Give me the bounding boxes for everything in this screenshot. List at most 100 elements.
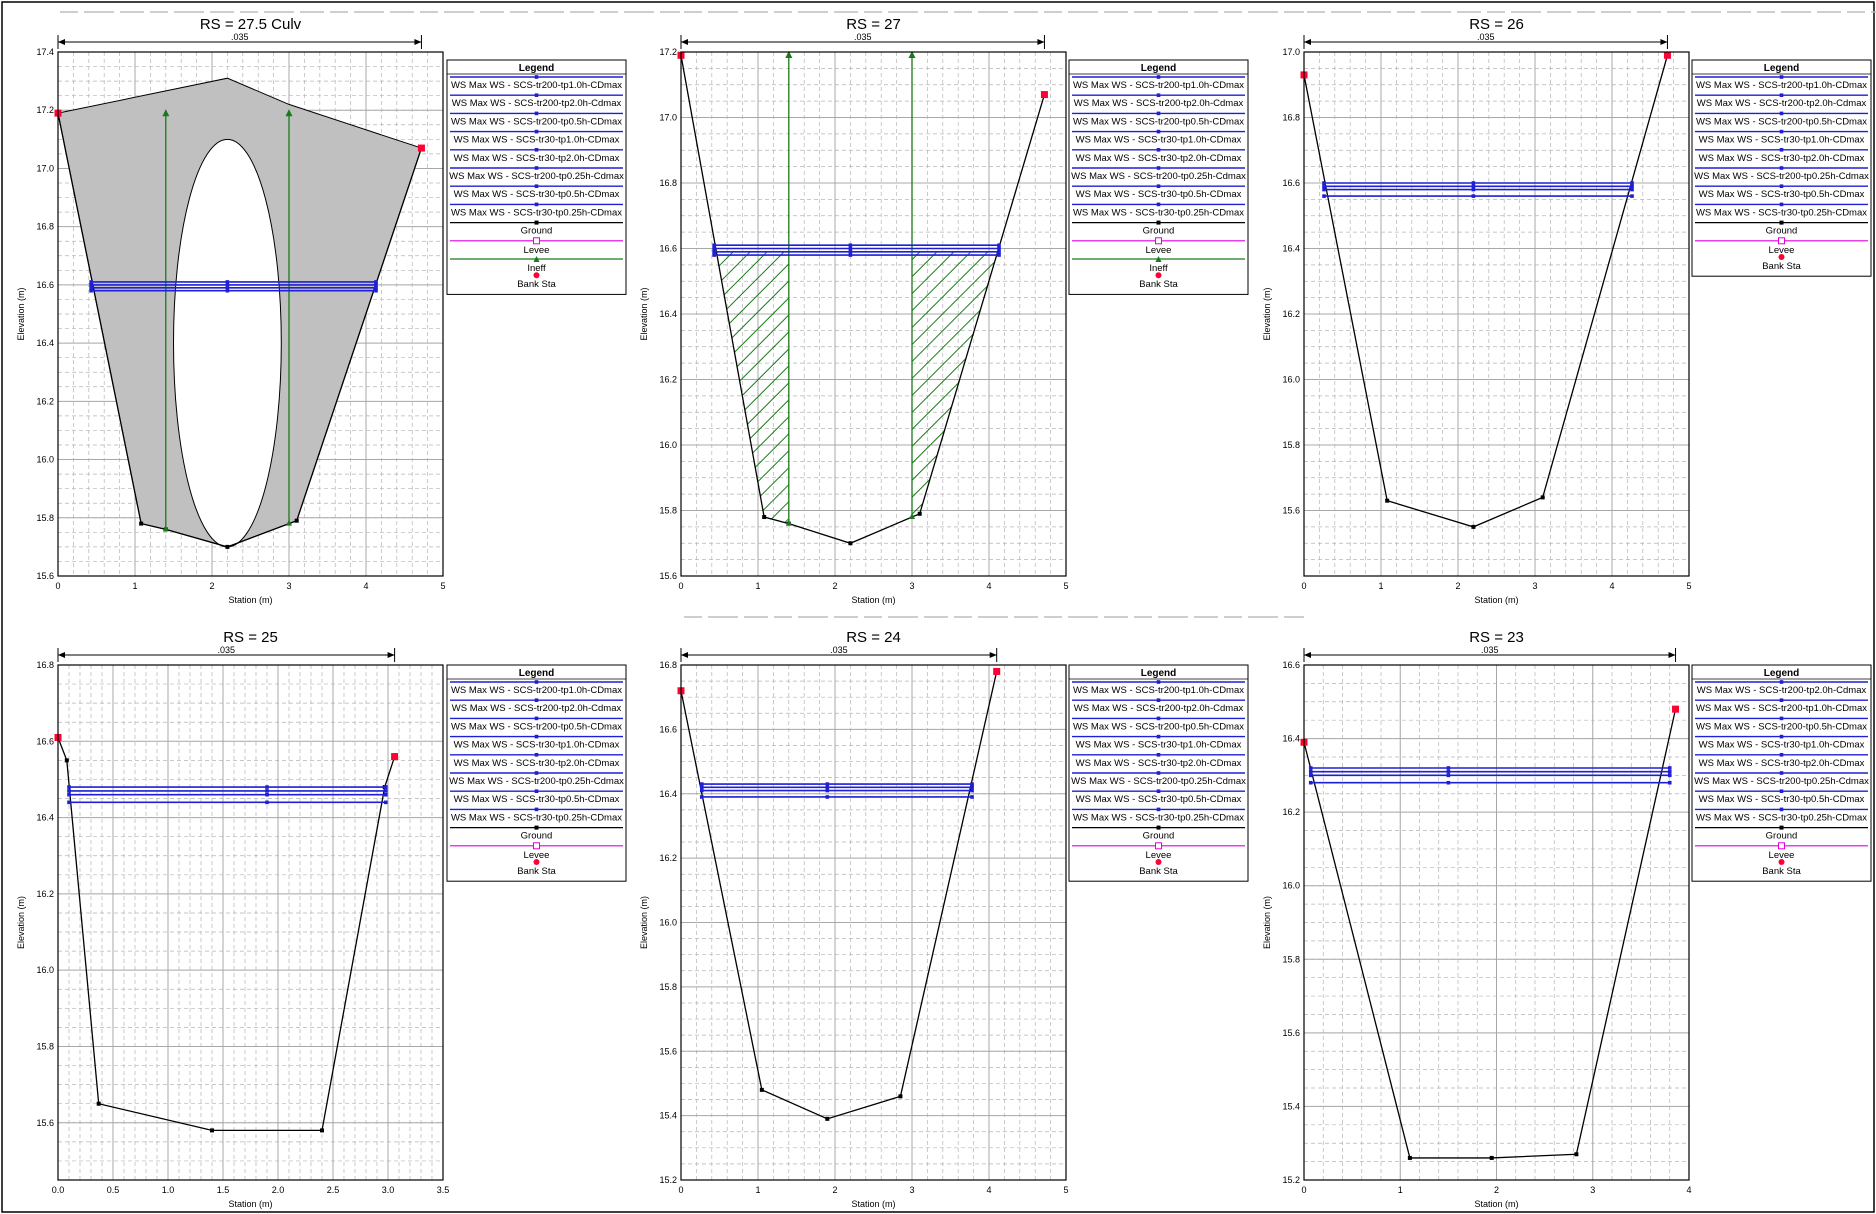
y-tick-label: 16.8 bbox=[36, 660, 54, 670]
water-surface-marker bbox=[848, 246, 853, 251]
legend-ws-marker bbox=[534, 111, 539, 116]
legend-ws-marker bbox=[1779, 148, 1784, 152]
bank-station-marker bbox=[993, 667, 1001, 675]
legend-ws-marker bbox=[1156, 789, 1161, 793]
n-value-arrow bbox=[58, 39, 65, 45]
n-value-label: .035 bbox=[854, 32, 872, 42]
ground-point bbox=[96, 1101, 101, 1106]
y-tick-label: 16.6 bbox=[659, 724, 677, 734]
x-tick-label: 5 bbox=[1063, 581, 1068, 591]
legend: Legend WS Max WS - SCS-tr200-tp1.0h-CDmax… bbox=[1068, 664, 1249, 882]
n-value-arrow bbox=[1668, 652, 1676, 658]
y-axis-label: Elevation (m) bbox=[639, 287, 649, 340]
legend-ws-marker bbox=[1779, 166, 1784, 170]
water-surface-marker bbox=[374, 283, 378, 287]
legend-ws-label: WS Max WS - SCS-tr30-tp0.5h-CDmax bbox=[454, 794, 620, 805]
water-surface-marker bbox=[265, 785, 269, 789]
water-surface-marker bbox=[712, 243, 716, 248]
n-value-arrow bbox=[58, 652, 65, 658]
legend-ws-marker bbox=[1779, 698, 1784, 702]
legend-bank-label: Bank Sta bbox=[517, 279, 556, 290]
water-surface-marker bbox=[67, 785, 71, 789]
ground-point bbox=[759, 1087, 764, 1092]
water-surface-marker bbox=[825, 788, 830, 793]
legend-ws-label: WS Max WS - SCS-tr200-tp1.0h-CDmax bbox=[1696, 80, 1867, 91]
y-tick-label: 16.8 bbox=[659, 660, 677, 670]
x-tick-label: 4 bbox=[1686, 1185, 1691, 1195]
water-surface-marker bbox=[1322, 181, 1326, 185]
y-tick-label: 16.6 bbox=[1282, 178, 1300, 188]
y-tick-label: 16.0 bbox=[36, 965, 54, 975]
x-tick-label: 5 bbox=[1063, 1185, 1068, 1195]
legend-ws-marker bbox=[534, 129, 539, 134]
legend-bank-label: Bank Sta bbox=[1139, 279, 1178, 290]
water-surface-marker bbox=[265, 789, 269, 793]
plot-frame bbox=[1303, 51, 1690, 577]
y-tick-label: 17.0 bbox=[36, 163, 54, 173]
x-tick-label: 0 bbox=[1301, 581, 1306, 591]
ground-point bbox=[898, 1094, 903, 1099]
y-tick-label: 16.0 bbox=[1282, 375, 1300, 385]
y-axis-label: Elevation (m) bbox=[639, 896, 649, 949]
plot-frame bbox=[57, 664, 444, 1181]
water-surface-marker bbox=[384, 800, 388, 805]
legend-ws-label: WS Max WS - SCS-tr30-tp0.5h-CDmax bbox=[1076, 794, 1242, 805]
water-surface-marker bbox=[1446, 773, 1451, 778]
legend-ws-marker bbox=[1156, 734, 1161, 739]
water-surface-marker bbox=[1446, 780, 1451, 785]
legend-ws-label: WS Max WS - SCS-tr200-tp2.0h-Cdmax bbox=[1697, 98, 1867, 109]
ineffective-flow-marker bbox=[909, 513, 915, 520]
n-value-label: .035 bbox=[1477, 32, 1495, 42]
legend-ineff-label: Ineff bbox=[527, 263, 546, 274]
y-tick-label: 16.8 bbox=[36, 222, 54, 232]
y-tick-label: 16.2 bbox=[659, 375, 677, 385]
legend-ws-marker bbox=[1156, 93, 1161, 97]
x-tick-label: 1 bbox=[1398, 1185, 1403, 1195]
legend-ground-label: Ground bbox=[1143, 226, 1175, 237]
water-surface-marker bbox=[848, 253, 853, 257]
bank-station-marker bbox=[1672, 705, 1680, 713]
legend-levee-marker bbox=[533, 842, 540, 850]
ineffective-flow-marker bbox=[785, 519, 792, 526]
legend-levee-marker bbox=[533, 237, 540, 245]
x-tick-label: 3.5 bbox=[437, 1185, 450, 1195]
y-tick-label: 16.0 bbox=[659, 440, 677, 450]
water-surface-marker bbox=[67, 800, 71, 805]
ground-point bbox=[225, 544, 230, 549]
water-surface-marker bbox=[89, 280, 93, 284]
y-tick-label: 15.4 bbox=[1282, 1101, 1300, 1111]
legend-ground-label: Ground bbox=[521, 226, 553, 237]
y-tick-label: 16.4 bbox=[659, 789, 677, 799]
legend-ws-label: WS Max WS - SCS-tr200-tp0.5h-CDmax bbox=[1696, 721, 1867, 732]
water-surface-marker bbox=[712, 246, 716, 251]
ineffective-flow-hatch bbox=[716, 251, 789, 524]
legend-ws-marker bbox=[1156, 753, 1161, 757]
y-tick-label: 16.4 bbox=[1282, 734, 1300, 744]
ground-point bbox=[139, 521, 144, 526]
y-tick-label: 16.6 bbox=[36, 736, 54, 746]
water-surface-marker bbox=[1630, 187, 1634, 192]
n-value-arrow bbox=[1660, 39, 1668, 45]
x-tick-label: 2 bbox=[209, 581, 214, 591]
n-value-arrow bbox=[1304, 39, 1311, 45]
legend-ws-marker bbox=[1779, 184, 1784, 188]
legend-levee-marker bbox=[1778, 842, 1785, 850]
y-tick-label: 15.8 bbox=[1282, 440, 1300, 450]
water-surface-marker bbox=[225, 280, 230, 284]
x-tick-label: 2 bbox=[1455, 581, 1460, 591]
n-value-label: .035 bbox=[218, 645, 236, 655]
legend-ws-marker bbox=[534, 184, 539, 188]
x-axis-label: Station (m) bbox=[1474, 1199, 1518, 1209]
n-value-label: .035 bbox=[231, 32, 249, 42]
legend-levee-marker bbox=[1155, 842, 1162, 850]
ground-point bbox=[64, 758, 69, 763]
legend-ws-label: WS Max WS - SCS-tr30-tp0.25h-CDmax bbox=[451, 812, 622, 823]
legend-bank-label: Bank Sta bbox=[517, 866, 556, 877]
legend-box bbox=[446, 59, 627, 295]
legend-ws-label: WS Max WS - SCS-tr200-tp0.5h-CDmax bbox=[451, 721, 622, 732]
legend-ws-marker bbox=[1779, 753, 1784, 757]
legend-ws-marker bbox=[534, 716, 539, 721]
water-surface-marker bbox=[89, 288, 93, 293]
x-tick-label: 0.5 bbox=[107, 1185, 120, 1195]
